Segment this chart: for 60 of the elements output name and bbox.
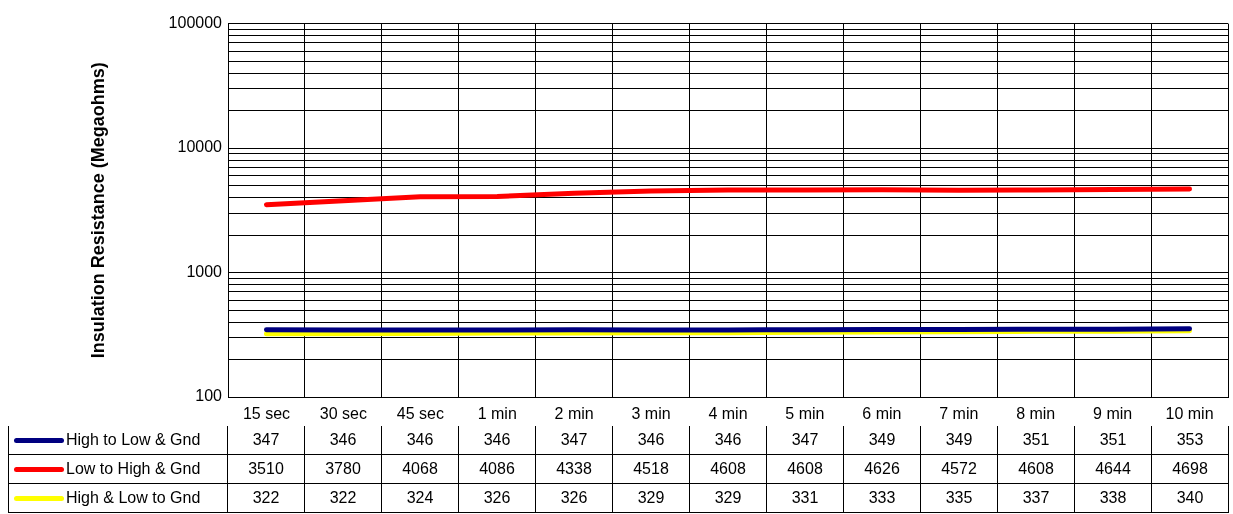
y-tick-label: 1000 xyxy=(186,262,223,280)
data-label: 353 xyxy=(1152,426,1229,455)
data-label: 351 xyxy=(1075,426,1152,455)
x-tick-label: 9 min xyxy=(1093,405,1133,423)
data-label: 329 xyxy=(690,484,767,513)
data-label: 3510 xyxy=(228,455,305,484)
data-label: 3780 xyxy=(305,455,382,484)
x-tick-label: 5 min xyxy=(785,405,825,423)
data-label: 4572 xyxy=(921,455,998,484)
data-label: 326 xyxy=(459,484,536,513)
data-label: 346 xyxy=(382,426,459,455)
x-tick-label: 45 sec xyxy=(396,405,444,423)
data-label: 4068 xyxy=(382,455,459,484)
data-label: 329 xyxy=(613,484,690,513)
data-label: 346 xyxy=(613,426,690,455)
y-tick-label: 100 xyxy=(195,387,223,405)
data-label: 4698 xyxy=(1152,455,1229,484)
data-label: 4338 xyxy=(536,455,613,484)
legend-label: High to Low & Gnd xyxy=(66,431,201,449)
data-label: 337 xyxy=(998,484,1075,513)
data-label: 335 xyxy=(921,484,998,513)
data-label: 322 xyxy=(228,484,305,513)
data-label: 349 xyxy=(844,426,921,455)
legend-label: Low to High & Gnd xyxy=(66,460,201,478)
data-label: 4608 xyxy=(998,455,1075,484)
data-label: 347 xyxy=(228,426,305,455)
data-label: 4608 xyxy=(767,455,844,484)
x-tick-label: 6 min xyxy=(862,405,902,423)
x-tick-label: 30 sec xyxy=(319,405,367,423)
legend-label: High & Low to Gnd xyxy=(66,489,201,507)
x-tick-label: 3 min xyxy=(631,405,671,423)
data-label: 347 xyxy=(536,426,613,455)
data-label: 4644 xyxy=(1075,455,1152,484)
data-label: 4626 xyxy=(844,455,921,484)
x-tick-label: 7 min xyxy=(939,405,979,423)
x-tick-label: 2 min xyxy=(554,405,594,423)
data-label: 333 xyxy=(844,484,921,513)
data-label: 349 xyxy=(921,426,998,455)
y-tick-label: 100000 xyxy=(168,14,223,32)
x-tick-label: 8 min xyxy=(1016,405,1056,423)
data-label: 346 xyxy=(690,426,767,455)
data-label: 346 xyxy=(305,426,382,455)
x-tick-label: 1 min xyxy=(477,405,517,423)
x-tick-label: 4 min xyxy=(708,405,748,423)
data-label: 338 xyxy=(1075,484,1152,513)
x-tick-label: 10 min xyxy=(1165,405,1214,423)
data-label: 347 xyxy=(767,426,844,455)
data-label: 340 xyxy=(1152,484,1229,513)
data-label: 326 xyxy=(536,484,613,513)
data-label: 4086 xyxy=(459,455,536,484)
data-label: 346 xyxy=(459,426,536,455)
data-label: 324 xyxy=(382,484,459,513)
data-label: 4608 xyxy=(690,455,767,484)
data-label: 351 xyxy=(998,426,1075,455)
data-label: 4518 xyxy=(613,455,690,484)
x-tick-label: 15 sec xyxy=(242,405,291,423)
y-axis-title: Insulation Resistance (Megaohms) xyxy=(87,62,108,359)
data-label: 322 xyxy=(305,484,382,513)
y-tick-label: 10000 xyxy=(177,138,223,156)
data-label: 331 xyxy=(767,484,844,513)
